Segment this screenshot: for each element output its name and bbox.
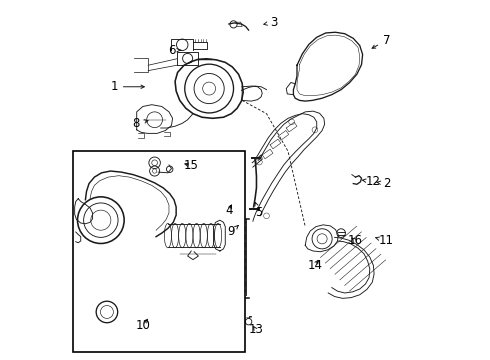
Text: 15: 15 xyxy=(184,159,198,172)
Text: 13: 13 xyxy=(248,323,263,336)
Text: 7: 7 xyxy=(372,33,391,48)
Text: 3: 3 xyxy=(264,16,277,29)
Text: 16: 16 xyxy=(348,234,363,247)
Text: 5: 5 xyxy=(255,202,262,219)
Text: 1: 1 xyxy=(110,80,145,93)
Text: 9: 9 xyxy=(228,225,238,238)
Text: 6: 6 xyxy=(168,44,181,57)
Text: 8: 8 xyxy=(133,117,148,130)
Text: 11: 11 xyxy=(376,234,394,247)
Text: 4: 4 xyxy=(225,204,233,217)
Text: 10: 10 xyxy=(135,319,150,332)
Text: 2: 2 xyxy=(377,177,391,190)
Text: 12: 12 xyxy=(363,175,381,188)
Text: 14: 14 xyxy=(307,259,322,272)
Bar xyxy=(73,151,245,352)
